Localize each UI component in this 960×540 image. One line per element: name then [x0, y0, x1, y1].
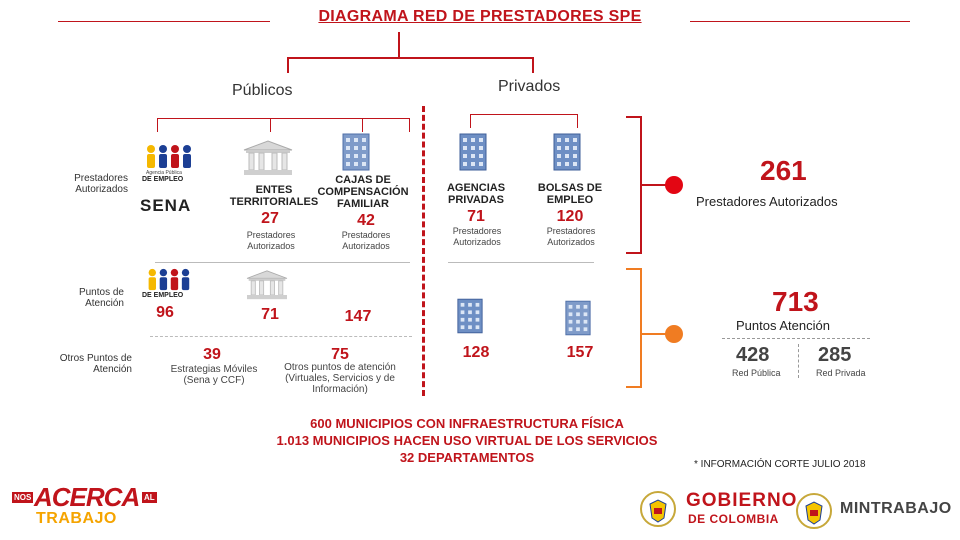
red-privada-label: Red Privada: [816, 368, 866, 378]
red-privada-count: 285: [818, 344, 852, 366]
public-tick-2: [270, 118, 271, 132]
agencias-count: 71: [467, 208, 485, 225]
title-line-left: [58, 21, 270, 22]
private-tick-2: [577, 114, 578, 128]
row-label-autorizados: Prestadores Autorizados: [74, 173, 128, 195]
office-tower-icon: [341, 132, 371, 172]
bracket-autorizados: [626, 116, 642, 254]
private-bracket-top: [470, 114, 578, 115]
gobierno-label: GOBIERNO: [686, 490, 798, 511]
agencias-sub: Prestadores Autorizados: [452, 226, 502, 247]
red-dot: [665, 176, 683, 194]
entes-sub: Prestadores Autorizados: [246, 230, 296, 251]
entes-puntos-count: 71: [261, 306, 279, 323]
logo-al: AL: [142, 492, 157, 503]
office-tower-icon-4: [456, 296, 484, 336]
bolsas-count: 120: [556, 208, 584, 225]
row-separator-left: [155, 262, 410, 263]
de-colombia-label: DE COLOMBIA: [688, 512, 779, 526]
mintrabajo-label: MINTRABAJO: [840, 500, 952, 517]
moviles-count: 39: [203, 346, 221, 363]
otros-puntos-count: 75: [331, 346, 349, 363]
tree-right-drop: [532, 57, 534, 73]
municipios-line-3: 32 DEPARTAMENTOS: [399, 450, 535, 465]
title-line-right: [690, 21, 910, 22]
office-tower-icon-2: [458, 132, 488, 172]
logo-acerca: ACERCA: [34, 482, 140, 512]
bolsas-sub: Prestadores Autorizados: [546, 226, 596, 247]
municipios-note: 600 MUNICIPIOS CON INFRAESTRUCTURA FÍSIC…: [230, 415, 704, 466]
dashed-separator: [422, 106, 425, 396]
row-separator-2: [150, 336, 412, 337]
cajas-count: 42: [357, 212, 375, 229]
sena-label: SENA: [140, 196, 192, 215]
bracket-puntos-stub: [642, 333, 670, 335]
cajas-label: CAJAS DE COMPENSACIÓN FAMILIAR: [317, 174, 409, 210]
entes-label: ENTES TERRITORIALES: [229, 184, 319, 208]
people-icon-2: [148, 268, 190, 291]
total-prestadores-count: 261: [760, 155, 807, 186]
red-publica-label: Red Pública: [732, 368, 781, 378]
office-tower-icon-3: [552, 132, 582, 172]
logo-empleo-text: DE EMPLEO: [142, 176, 184, 183]
private-tick-1: [470, 114, 471, 128]
public-tick-3: [362, 118, 363, 132]
logo-agencia-text: Agencia Pública: [146, 170, 182, 176]
totals-divider: [798, 344, 799, 378]
section-publicos: Públicos: [232, 82, 293, 99]
municipios-line-2: 1.013 MUNICIPIOS HACEN USO VIRTUAL DE LO…: [276, 433, 658, 448]
entes-count: 27: [261, 210, 279, 227]
section-privados: Privados: [498, 78, 561, 95]
tree-stem: [398, 32, 400, 57]
agencia-empleo-logo-2: DE EMPLEO: [140, 268, 196, 304]
agencia-empleo-logo: Agencia Pública DE EMPLEO: [140, 144, 196, 184]
logo-nos: NOS: [12, 492, 34, 503]
total-puntos-label: Puntos Atención: [736, 318, 830, 333]
tree-branch: [287, 57, 534, 59]
bolsas-label: BOLSAS DE EMPLEO: [537, 182, 603, 206]
nos-acerca-logo: NOS ACERCA AL TRABAJO: [12, 482, 162, 530]
row-separator-right: [448, 262, 594, 263]
logo-trabajo: TRABAJO: [36, 510, 117, 527]
office-tower-icon-5: [564, 298, 592, 338]
logo-empleo-text-2: DE EMPLEO: [142, 292, 184, 299]
public-tick-1: [157, 118, 158, 132]
agencias-puntos-count: 128: [462, 344, 490, 361]
colombia-seal-icon: [640, 490, 676, 528]
bracket-puntos: [626, 268, 642, 388]
otros-puntos-label: Otros puntos de atención (Virtuales, Ser…: [284, 362, 396, 395]
total-prestadores-label: Prestadores Autorizados: [696, 194, 838, 209]
building-icon-2: [244, 270, 290, 300]
total-puntos-count: 713: [772, 286, 819, 317]
public-tick-4: [409, 118, 410, 132]
bolsas-puntos-count: 157: [566, 344, 594, 361]
row-label-puntos: Puntos de Atención: [78, 287, 124, 309]
tree-left-drop: [287, 57, 289, 73]
building-icon: [242, 140, 294, 176]
moviles-label: Estrategias Móviles (Sena y CCF): [170, 364, 258, 386]
cajas-sub: Prestadores Autorizados: [341, 230, 391, 251]
orange-dot: [665, 325, 683, 343]
bracket-autorizados-stub: [642, 184, 670, 186]
agencias-label: AGENCIAS PRIVADAS: [446, 182, 506, 206]
people-icon: [147, 145, 191, 168]
page-title: DIAGRAMA RED DE PRESTADORES SPE: [318, 8, 642, 25]
sena-puntos-count: 96: [156, 304, 174, 321]
public-bracket-top: [157, 118, 410, 119]
data-cutoff-note: * INFORMACIÓN CORTE JULIO 2018: [694, 459, 866, 470]
colombia-seal-icon-2: [796, 492, 832, 530]
row-label-otros: Otros Puntos de Atención: [59, 353, 132, 375]
red-publica-count: 428: [736, 344, 770, 366]
cajas-puntos-count: 147: [344, 308, 372, 325]
municipios-line-1: 600 MUNICIPIOS CON INFRAESTRUCTURA FÍSIC…: [310, 416, 624, 431]
totals-separator: [722, 338, 870, 339]
